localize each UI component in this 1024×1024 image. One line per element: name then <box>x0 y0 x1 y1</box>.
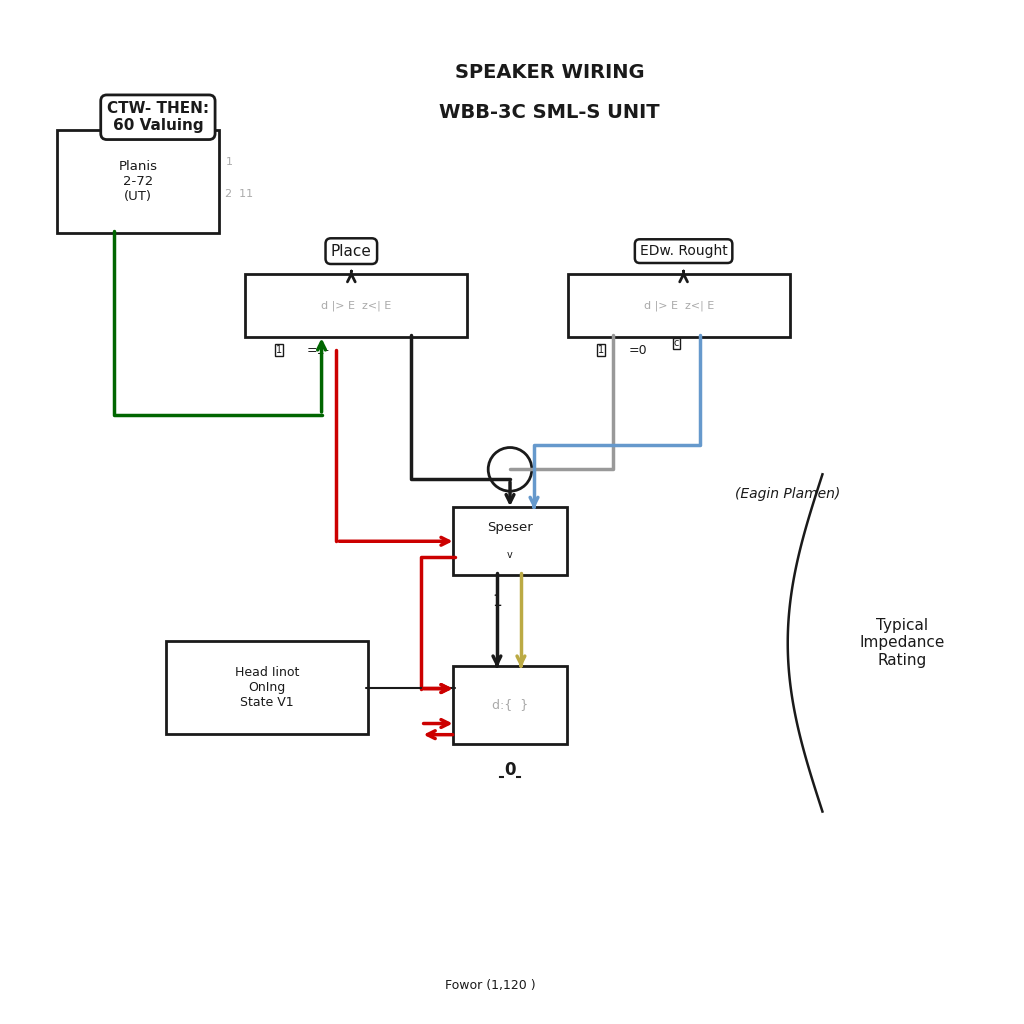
Text: =0: =0 <box>629 344 647 356</box>
Text: Head Iinot
OnIng
State V1: Head Iinot OnIng State V1 <box>234 666 299 709</box>
FancyBboxPatch shape <box>245 274 467 338</box>
Text: =1-: =1- <box>306 344 330 356</box>
FancyBboxPatch shape <box>454 507 566 575</box>
Text: (Eagin Plamen): (Eagin Plamen) <box>735 487 841 501</box>
Text: Typical
Impedance
Rating: Typical Impedance Rating <box>859 618 944 668</box>
Text: 1: 1 <box>598 345 604 355</box>
Text: 1: 1 <box>275 345 282 355</box>
Text: SPEAKER WIRING: SPEAKER WIRING <box>455 63 644 82</box>
FancyBboxPatch shape <box>454 666 566 744</box>
Text: EDw. Rought: EDw. Rought <box>640 244 727 258</box>
Text: 0: 0 <box>504 761 516 779</box>
FancyBboxPatch shape <box>567 274 790 338</box>
Text: 1: 1 <box>493 594 502 608</box>
Text: d:{  }: d:{ } <box>492 698 528 712</box>
Text: v: v <box>507 551 513 560</box>
FancyBboxPatch shape <box>56 130 219 233</box>
Text: d |> E  z<| E: d |> E z<| E <box>643 300 714 311</box>
Text: WBB-3C SML-S UNIT: WBB-3C SML-S UNIT <box>439 102 660 122</box>
Text: Planis
2-72
(UT): Planis 2-72 (UT) <box>119 160 158 203</box>
Text: CTW- THEN:
60 Valuing: CTW- THEN: 60 Valuing <box>106 101 209 133</box>
Text: c: c <box>674 338 679 348</box>
Text: Fowor (1,120 ): Fowor (1,120 ) <box>444 979 536 991</box>
Text: Speser: Speser <box>487 520 532 534</box>
FancyBboxPatch shape <box>166 641 369 734</box>
Text: d |> E  z<| E: d |> E z<| E <box>322 300 391 311</box>
Text: 1: 1 <box>225 157 232 167</box>
Text: Place: Place <box>331 244 372 259</box>
Text: 2  11: 2 11 <box>225 188 254 199</box>
